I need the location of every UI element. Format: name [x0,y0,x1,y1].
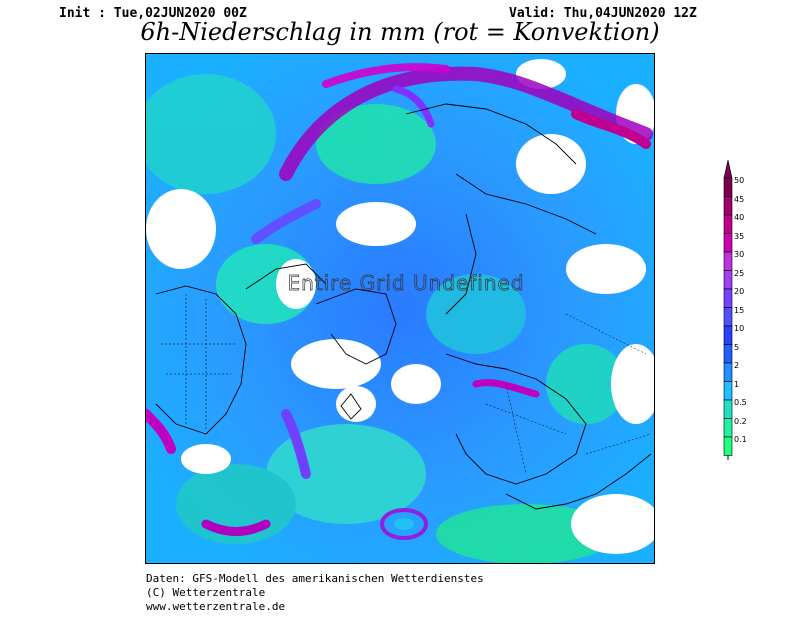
color-scale-label: 1 [734,379,740,389]
color-scale [723,160,733,460]
precipitation-map: Entire Grid Undefined [145,53,655,564]
chart-title: 6h-Niederschlag in mm (rot = Konvektion) [140,18,660,46]
coastlines [155,103,652,510]
color-scale-label: 0.2 [734,416,747,426]
color-scale-box [723,233,733,253]
color-scale-label: 30 [734,250,745,259]
color-scale-label: 15 [734,305,745,315]
color-scale-box [723,325,733,345]
cyclone-ring [380,508,428,540]
color-scale-box [723,436,733,456]
color-scale-label: 0.5 [734,398,747,407]
dry-areas [146,59,654,554]
color-scale-box [723,399,733,419]
color-scale-label: 35 [734,231,745,241]
color-scale-arrow [723,160,733,179]
precipitation-map-svg: Entire Grid Undefined [146,54,654,563]
cyclone-eye [394,518,414,530]
color-scale-label: 50 [734,176,745,185]
color-scale-label: 25 [734,268,745,278]
init-time: Init : Tue,02JUN2020 00Z [59,6,247,21]
color-scale-box [723,307,733,327]
footer: Daten: GFS-Modell des amerikanischen Wet… [146,572,484,614]
country-borders [161,294,652,475]
color-scale-box [723,177,733,197]
color-scale-box [723,251,733,271]
heavy-precip-bands [146,63,653,536]
footer-copyright: (C) Wetterzentrale [146,586,266,599]
color-scale-label: 0.1 [734,435,747,444]
color-scale-label: 45 [734,194,745,204]
color-scale-box [723,381,733,401]
footer-url: www.wetterzentrale.de [146,600,286,613]
color-scale-label: 20 [734,287,745,296]
color-scale-box [723,418,733,438]
color-scale-label: 10 [734,324,745,333]
color-scale-label: 2 [734,361,740,370]
color-scale-box [723,344,733,364]
color-scale-box [723,214,733,234]
footer-source: Daten: GFS-Modell des amerikanischen Wet… [146,572,484,585]
color-scale-label: 5 [734,342,740,352]
color-scale-boxes [723,160,733,460]
color-scale-box [723,270,733,290]
overlay-text: Entire Grid Undefined [287,271,524,295]
color-scale-box [723,288,733,308]
color-scale-label: 40 [734,213,745,222]
color-scale-box [723,362,733,382]
color-scale-box [723,196,733,216]
valid-time: Valid: Thu,04JUN2020 12Z [509,6,697,21]
